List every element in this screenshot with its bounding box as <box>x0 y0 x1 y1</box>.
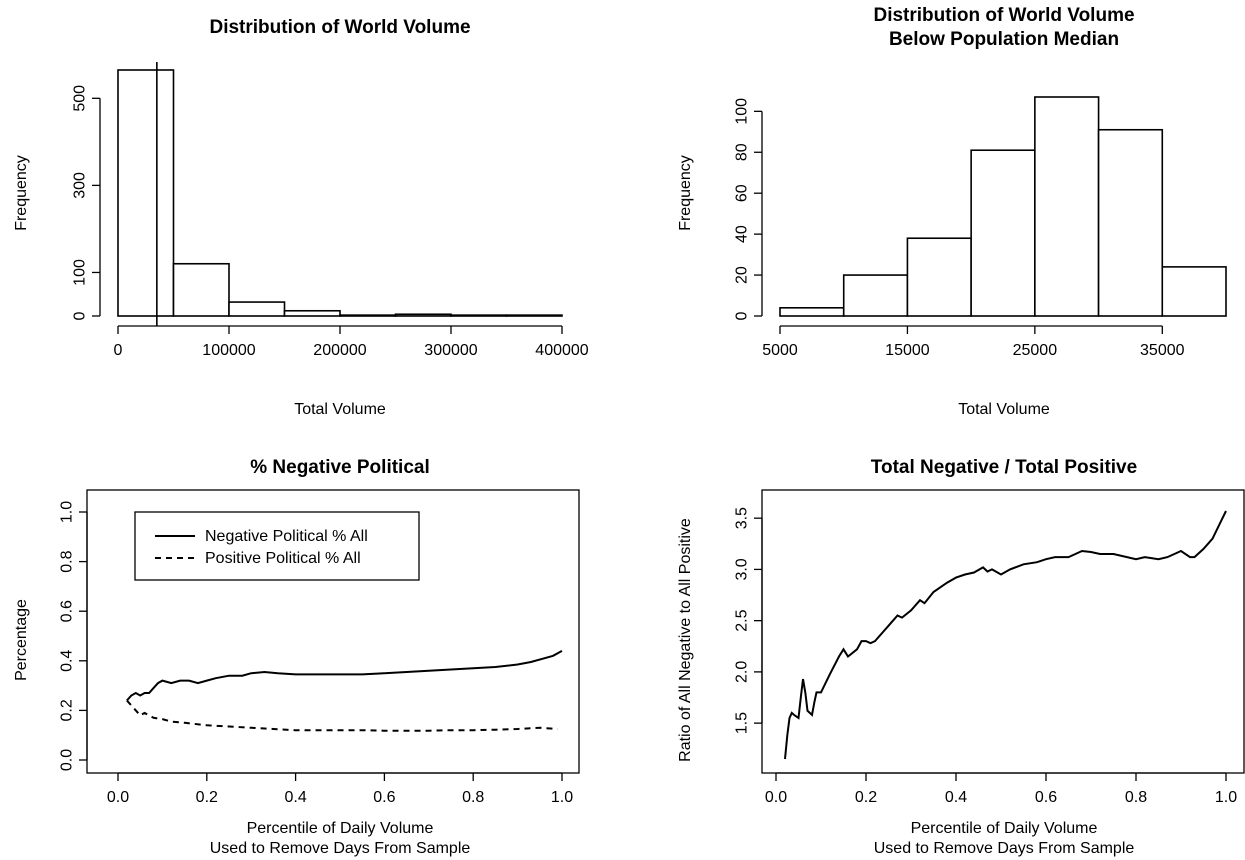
y-tick-label: 0.6 <box>59 600 76 622</box>
y-axis-label: Ratio of All Negative to All Positive <box>677 518 694 762</box>
histogram-bar <box>117 69 175 317</box>
x-axis: 0.0 0.2 0.4 0.6 0.8 1.0 <box>107 772 573 806</box>
x-tick-label: 0.2 <box>855 789 877 806</box>
histogram-bar <box>1034 96 1100 317</box>
x-tick-label: 0.2 <box>196 789 218 806</box>
y-axis-label: Percentage <box>13 599 30 681</box>
y-tick-label: 0.4 <box>59 650 76 672</box>
x-tick-label: 1.0 <box>551 789 573 806</box>
y-tick-label: 3.0 <box>734 558 751 580</box>
y-tick-label: 40 <box>734 225 751 243</box>
x-axis-label: Percentile of Daily Volume <box>247 820 434 837</box>
x-tick-label: 0.6 <box>373 789 395 806</box>
chart-title-line2: Below Population Median <box>889 29 1119 50</box>
x-tick-label: 400000 <box>535 342 588 359</box>
y-tick-label: 0 <box>734 311 751 320</box>
series-line-0 <box>784 510 1227 760</box>
y-tick-label: 100 <box>734 98 751 125</box>
histogram-bar <box>450 314 508 317</box>
x-tick-label: 5000 <box>762 342 798 359</box>
histogram-bar <box>779 307 845 317</box>
y-tick-label: 2.5 <box>734 609 751 631</box>
x-axis-label: Percentile of Daily Volume <box>911 820 1098 837</box>
histogram-bar <box>172 262 230 317</box>
chart-title: Total Negative / Total Positive <box>871 457 1137 478</box>
y-tick-label: 300 <box>72 172 89 199</box>
y-axis: 1.5 2.0 2.5 3.0 3.5 <box>734 507 763 734</box>
y-tick-label: 3.5 <box>734 507 751 529</box>
y-tick-label: 80 <box>734 143 751 161</box>
y-tick-label: 0.8 <box>59 550 76 572</box>
x-tick-label: 0.8 <box>462 789 484 806</box>
x-axis-label-line2: Used to Remove Days From Sample <box>210 840 471 857</box>
histogram-bar <box>970 149 1036 317</box>
x-tick-label: 0.8 <box>1125 789 1147 806</box>
panel-negative-political: % Negative Political Percentile of Daily… <box>13 457 580 857</box>
histogram-bar <box>505 314 563 317</box>
y-tick-label: 1.5 <box>734 712 751 734</box>
x-tick-label: 0.6 <box>1035 789 1057 806</box>
panel-ratio: Total Negative / Total Positive Percenti… <box>677 457 1245 857</box>
y-tick-label: 0.2 <box>59 699 76 721</box>
legend-label-negative: Negative Political % All <box>205 528 368 545</box>
histogram-bar <box>394 313 452 317</box>
panel-below-median: Distribution of World Volume Below Popul… <box>677 5 1227 418</box>
x-tick-label: 0.4 <box>284 789 306 806</box>
histogram-bar <box>228 301 286 317</box>
x-tick-label: 35000 <box>1140 342 1185 359</box>
x-tick-label: 100000 <box>202 342 255 359</box>
x-tick-label: 25000 <box>1013 342 1058 359</box>
x-tick-label: 0.4 <box>945 789 967 806</box>
legend: Negative Political % All Positive Politi… <box>134 511 420 581</box>
x-axis-label-line2: Used to Remove Days From Sample <box>874 840 1135 857</box>
histogram-bar <box>842 274 909 317</box>
y-tick-label: 20 <box>734 266 751 284</box>
y-tick-label: 2.0 <box>734 661 751 683</box>
x-axis: 0.0 0.2 0.4 0.6 0.8 1.0 <box>765 772 1237 806</box>
y-tick-label: 1.0 <box>59 501 76 523</box>
x-axis-label: Total Volume <box>958 401 1050 418</box>
x-axis: 5000 15000 25000 35000 <box>762 325 1185 359</box>
histogram-bar <box>1097 128 1164 317</box>
histogram-bar <box>906 237 972 317</box>
series-lines <box>784 510 1227 760</box>
y-tick-label: 100 <box>72 259 89 286</box>
histogram-bar <box>283 309 341 317</box>
histogram-bars <box>779 96 1227 317</box>
x-tick-label: 0 <box>114 342 123 359</box>
legend-box <box>134 511 420 581</box>
histogram-bar <box>1161 266 1227 317</box>
panel-world-volume: Distribution of World Volume Total Volum… <box>13 17 589 418</box>
x-axis: 0 100000 200000 300000 400000 <box>114 325 589 359</box>
series-lines <box>126 650 563 732</box>
y-axis-label: Frequency <box>13 155 30 231</box>
plot-frame <box>761 489 1245 774</box>
y-tick-label: 60 <box>734 184 751 202</box>
series-line-1 <box>126 699 558 732</box>
y-tick-label: 0 <box>72 311 89 320</box>
y-tick-label: 500 <box>72 85 89 112</box>
y-axis: 0 100 300 500 <box>72 85 101 320</box>
x-tick-label: 15000 <box>885 342 930 359</box>
x-tick-label: 300000 <box>424 342 477 359</box>
y-axis: 0 20 40 60 80 100 <box>734 98 763 320</box>
chart-title: Distribution of World Volume <box>873 5 1134 26</box>
chart-title: % Negative Political <box>250 457 430 478</box>
x-tick-label: 1.0 <box>1215 789 1237 806</box>
y-axis: 0.0 0.2 0.4 0.6 0.8 1.0 <box>59 501 88 771</box>
y-axis-label: Frequency <box>677 155 694 231</box>
histogram-bars <box>117 69 563 317</box>
series-line-0 <box>126 650 563 702</box>
x-tick-label: 0.0 <box>765 789 787 806</box>
histogram-bar <box>339 314 397 317</box>
x-tick-label: 200000 <box>313 342 366 359</box>
legend-label-positive: Positive Political % All <box>205 550 361 567</box>
x-axis-label: Total Volume <box>294 401 386 418</box>
y-tick-label: 0.0 <box>59 749 76 771</box>
x-tick-label: 0.0 <box>107 789 129 806</box>
chart-title: Distribution of World Volume <box>209 17 470 38</box>
